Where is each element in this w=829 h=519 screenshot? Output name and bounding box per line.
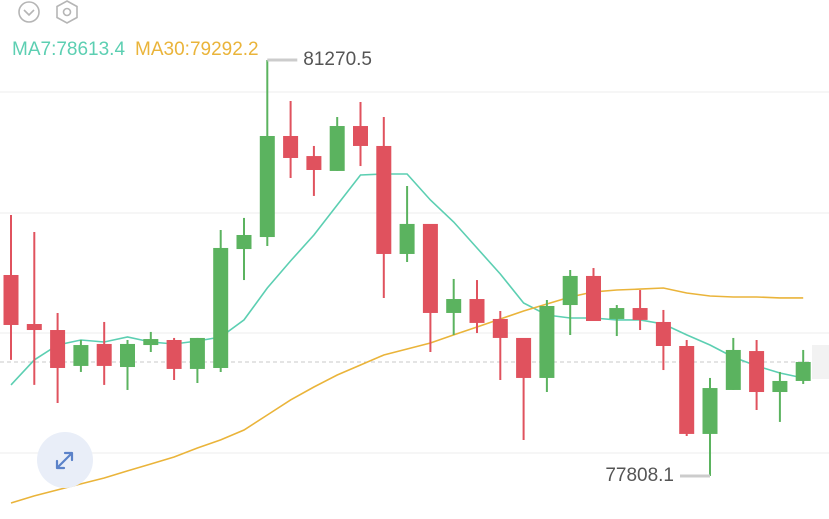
settings-icon[interactable] xyxy=(56,0,78,24)
candle-body xyxy=(516,337,532,378)
candle-body xyxy=(189,337,205,369)
candle-body xyxy=(725,349,741,390)
candle-body xyxy=(399,223,415,254)
price-tag xyxy=(812,345,829,379)
candle-body xyxy=(236,234,252,250)
candle-body xyxy=(562,275,578,306)
legend-entry: MA7:78613.4 xyxy=(12,39,125,60)
max-label: 81270.5 xyxy=(303,49,372,70)
candle-body xyxy=(795,361,811,381)
candle-body xyxy=(772,380,788,393)
candle-body xyxy=(353,126,368,146)
candle-body xyxy=(143,339,159,346)
plot: 81270.5 77808.1 xyxy=(3,49,811,504)
candle-body xyxy=(283,135,299,158)
candle-body xyxy=(50,330,66,368)
ma-line xyxy=(10,287,804,504)
candle-body xyxy=(120,343,135,368)
candle-body xyxy=(469,299,485,323)
candle-body xyxy=(73,345,89,366)
min-label: 77808.1 xyxy=(605,465,674,486)
candle-body xyxy=(376,145,392,254)
candle-body xyxy=(26,324,42,331)
candle-body xyxy=(306,156,322,170)
candle-body xyxy=(96,343,112,366)
candle-body xyxy=(655,321,671,346)
candle-body xyxy=(539,305,555,378)
candle-body xyxy=(213,247,229,368)
collapse-icon[interactable] xyxy=(18,1,40,23)
candle-body xyxy=(609,308,625,319)
ma-line xyxy=(10,173,804,386)
candle-body xyxy=(749,351,765,393)
candle-body xyxy=(446,299,462,313)
candle-body xyxy=(632,308,648,320)
candle-body xyxy=(166,339,182,369)
candle-body xyxy=(492,318,508,338)
candle-body xyxy=(586,275,601,322)
expand-button[interactable] xyxy=(37,432,93,488)
candle-body xyxy=(679,346,695,434)
candle-body xyxy=(259,135,275,238)
candle-body xyxy=(702,388,718,434)
candle-body xyxy=(422,223,438,313)
candle-body xyxy=(3,274,19,325)
candle-body xyxy=(329,126,345,171)
legend-entry: MA30:79292.2 xyxy=(135,39,259,60)
